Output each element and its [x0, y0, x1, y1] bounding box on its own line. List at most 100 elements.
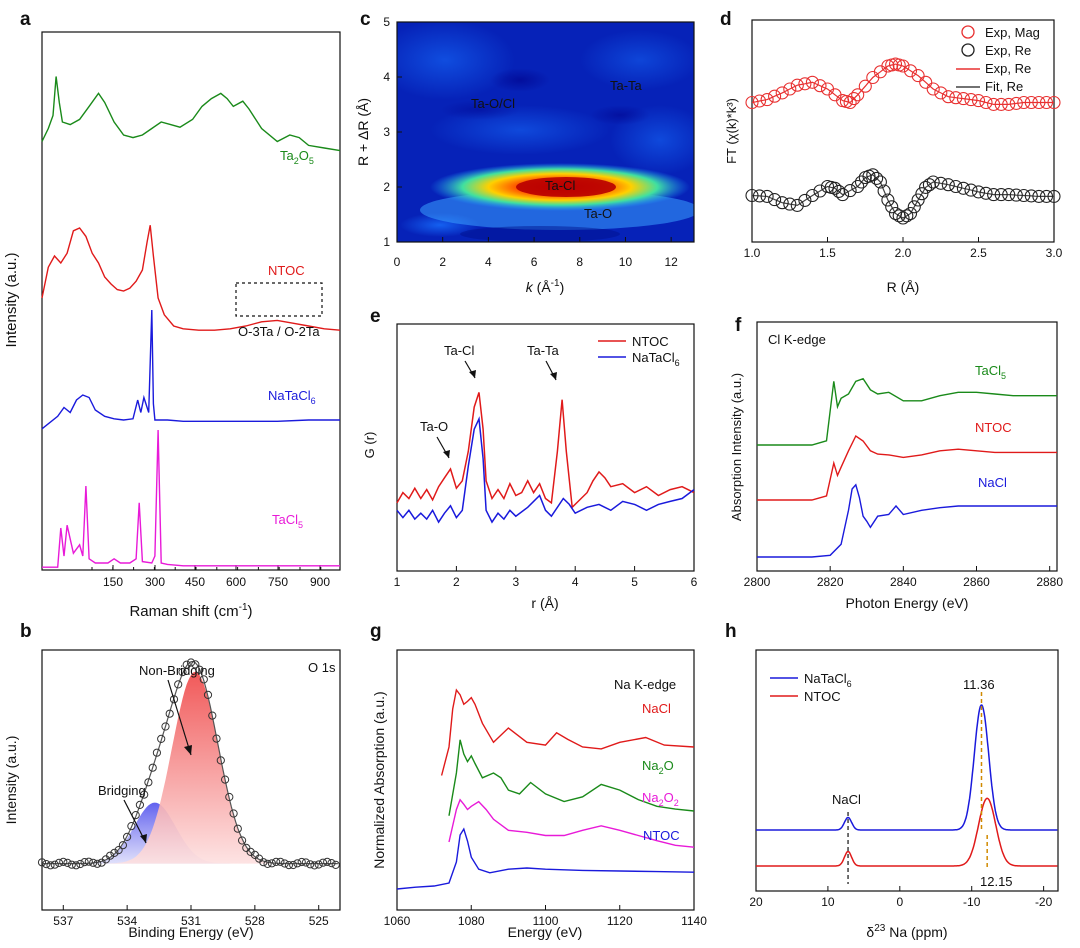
x-tick-label: 4	[572, 575, 579, 589]
h-label-1136: 11.36	[963, 677, 995, 692]
xps-point	[191, 660, 200, 669]
x-tick-label: 1100	[533, 914, 559, 928]
x-tick-label: 12	[664, 255, 678, 269]
xps-point	[331, 860, 340, 870]
xps-point	[216, 756, 225, 765]
re-point	[1002, 188, 1016, 202]
mag-point	[775, 86, 789, 100]
x-tick-label: 4	[485, 255, 492, 269]
panel-a-box-label: O-3Ta / O-2Ta	[238, 324, 320, 339]
re-point	[873, 175, 887, 189]
re-point	[768, 193, 782, 207]
label-na-NaCl: NaCl	[642, 701, 671, 716]
xps-point	[54, 858, 64, 868]
bridging-arrowhead	[140, 834, 147, 843]
x-tick-label: 531	[181, 914, 201, 928]
mag-point	[994, 97, 1008, 111]
panel-g-xlabel: Energy (eV)	[508, 924, 583, 940]
e-label-ta-o: Ta-O	[420, 419, 448, 434]
xps-point	[46, 861, 55, 870]
panel-h: 20 10 0 -10 -20 NaTaCl6 NTOC NaCl 11.36 12.1…	[749, 649, 1059, 940]
y-tick-label: 3	[383, 125, 390, 139]
panel-c-xlabel: k (Å-1)	[526, 278, 564, 295]
xps-point	[208, 711, 217, 720]
panel-b: 537 534 531 528 525 O 1s Bridging Non-Bridgi…	[3, 649, 341, 940]
re-point	[805, 188, 819, 203]
legend-h-natacl6: NaTaCl6	[804, 671, 852, 689]
panel-a-xlabel: Raman shift (cm-1)	[129, 602, 252, 620]
panel-g-ylabel: Normalized Absorption (a.u.)	[371, 691, 387, 868]
re-point	[851, 179, 865, 194]
mag-point	[813, 79, 827, 93]
mag-point	[934, 86, 948, 100]
legend-exp-re-2: Exp, Re	[985, 61, 1031, 76]
x-tick-label: -20	[1035, 895, 1053, 909]
xps-point	[59, 857, 68, 867]
xps-point	[246, 847, 255, 857]
xps-point	[76, 859, 85, 869]
x-tick-label: 10	[821, 895, 835, 909]
h-label-1215: 12.15	[980, 874, 1013, 889]
panel-a-xticks: 150 300 450 600 750 900	[91, 565, 330, 589]
xps-point	[293, 859, 302, 868]
re-point	[1009, 188, 1023, 202]
x-tick-label: 10	[619, 255, 633, 269]
xps-point	[221, 775, 230, 784]
panel-f-xlabel: Photon Energy (eV)	[846, 595, 969, 611]
panel-label-h: h	[725, 621, 737, 642]
panel-h-xticks: 20 10 0 -10 -20	[749, 886, 1053, 909]
re-point	[915, 187, 929, 201]
mag-point	[1047, 95, 1061, 110]
re-point	[1024, 189, 1038, 203]
mag-point	[903, 64, 918, 78]
mag-point	[1039, 95, 1054, 110]
xps-point	[306, 860, 315, 869]
panel-e-ylabel: G (r)	[362, 432, 377, 459]
legend-ntoc: NTOC	[632, 334, 669, 349]
mag-point	[752, 94, 767, 108]
xps-point	[212, 734, 221, 743]
re-point	[934, 176, 948, 190]
xps-point	[323, 857, 332, 867]
y-tick-label: 5	[383, 15, 390, 29]
legend-exp-mag: Exp, Mag	[985, 25, 1040, 40]
mag-point	[1017, 95, 1031, 110]
re-point	[956, 181, 970, 195]
panel-f-frame	[756, 321, 1058, 572]
mag-point	[987, 97, 1001, 111]
xps-point	[259, 858, 268, 867]
x-tick-label: 750	[268, 575, 288, 589]
panel-c-ylabel: R + ΔR (Å)	[355, 98, 371, 166]
x-tick-label: 1060	[384, 914, 411, 928]
xps-point	[174, 680, 183, 689]
mag-point	[956, 92, 970, 106]
mag-point	[979, 95, 993, 110]
x-tick-label: 1120	[607, 914, 633, 928]
panel-h-xlabel: δ23 Na (ppm)	[866, 923, 947, 940]
re-point	[790, 198, 804, 212]
raman-TaCl5	[42, 429, 340, 568]
x-tick-label: 1	[394, 575, 401, 589]
xps-point	[123, 832, 132, 842]
xps-point	[182, 660, 191, 669]
label-na-Na2O2: Na2O2	[642, 790, 679, 808]
xps-point	[67, 860, 76, 869]
re-point	[903, 206, 918, 221]
panel-h-series	[756, 692, 1058, 884]
panel-label-f: f	[735, 315, 742, 336]
panel-label-c: c	[360, 9, 371, 30]
d-exp-re-line	[751, 63, 1054, 105]
x-tick-label: 8	[576, 255, 583, 269]
raman-NTOC	[41, 225, 341, 331]
xps-point	[80, 858, 89, 867]
xps-point	[93, 859, 102, 868]
panel-b-data-points	[37, 658, 340, 870]
panel-g: NaCl Na2O Na2O2 NTOC 1060 1080 1100 1120 1140 N…	[371, 649, 707, 940]
xps-point	[148, 763, 157, 772]
x-tick-label: 537	[53, 914, 73, 928]
mag-point	[760, 93, 774, 107]
mag-point	[896, 59, 910, 73]
xps-point	[106, 851, 115, 860]
